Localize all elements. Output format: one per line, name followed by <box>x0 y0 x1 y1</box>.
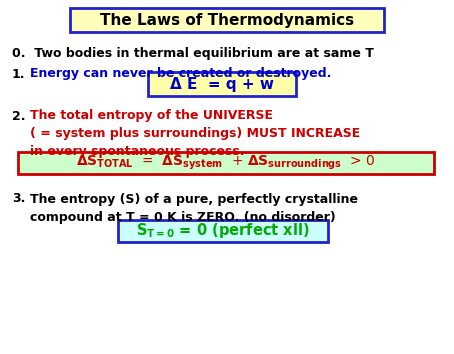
Text: 0.  Two bodies in thermal equilibrium are at same T: 0. Two bodies in thermal equilibrium are… <box>12 47 374 61</box>
Text: Energy can never be created or destroyed.: Energy can never be created or destroyed… <box>30 68 331 80</box>
FancyBboxPatch shape <box>70 8 384 32</box>
Text: $\mathbf{\Delta S_{TOTAL}}$  =  $\mathbf{\Delta S_{system}}$  + $\mathbf{\Delta : $\mathbf{\Delta S_{TOTAL}}$ = $\mathbf{\… <box>76 154 376 172</box>
FancyBboxPatch shape <box>148 72 296 96</box>
Text: compound at T = 0 K is ZERO. (no disorder): compound at T = 0 K is ZERO. (no disorde… <box>30 211 336 223</box>
Text: 3.: 3. <box>12 193 25 206</box>
Text: The total entropy of the UNIVERSE: The total entropy of the UNIVERSE <box>30 109 273 122</box>
Text: $\mathbf{S_{T=0}}$ = 0 (perfect xll): $\mathbf{S_{T=0}}$ = 0 (perfect xll) <box>136 222 310 240</box>
FancyBboxPatch shape <box>118 220 328 242</box>
Text: The entropy (S) of a pure, perfectly crystalline: The entropy (S) of a pure, perfectly cry… <box>30 193 358 206</box>
Text: Δ E  = q + w: Δ E = q + w <box>170 76 274 91</box>
Text: The Laws of Thermodynamics: The Laws of Thermodynamics <box>100 12 354 28</box>
Text: 1.: 1. <box>12 68 25 80</box>
Text: in every spontaneous process.: in every spontaneous process. <box>30 145 245 159</box>
Text: 2.: 2. <box>12 109 25 122</box>
Text: ( = system plus surroundings) MUST INCREASE: ( = system plus surroundings) MUST INCRE… <box>30 127 360 141</box>
FancyBboxPatch shape <box>18 152 434 174</box>
